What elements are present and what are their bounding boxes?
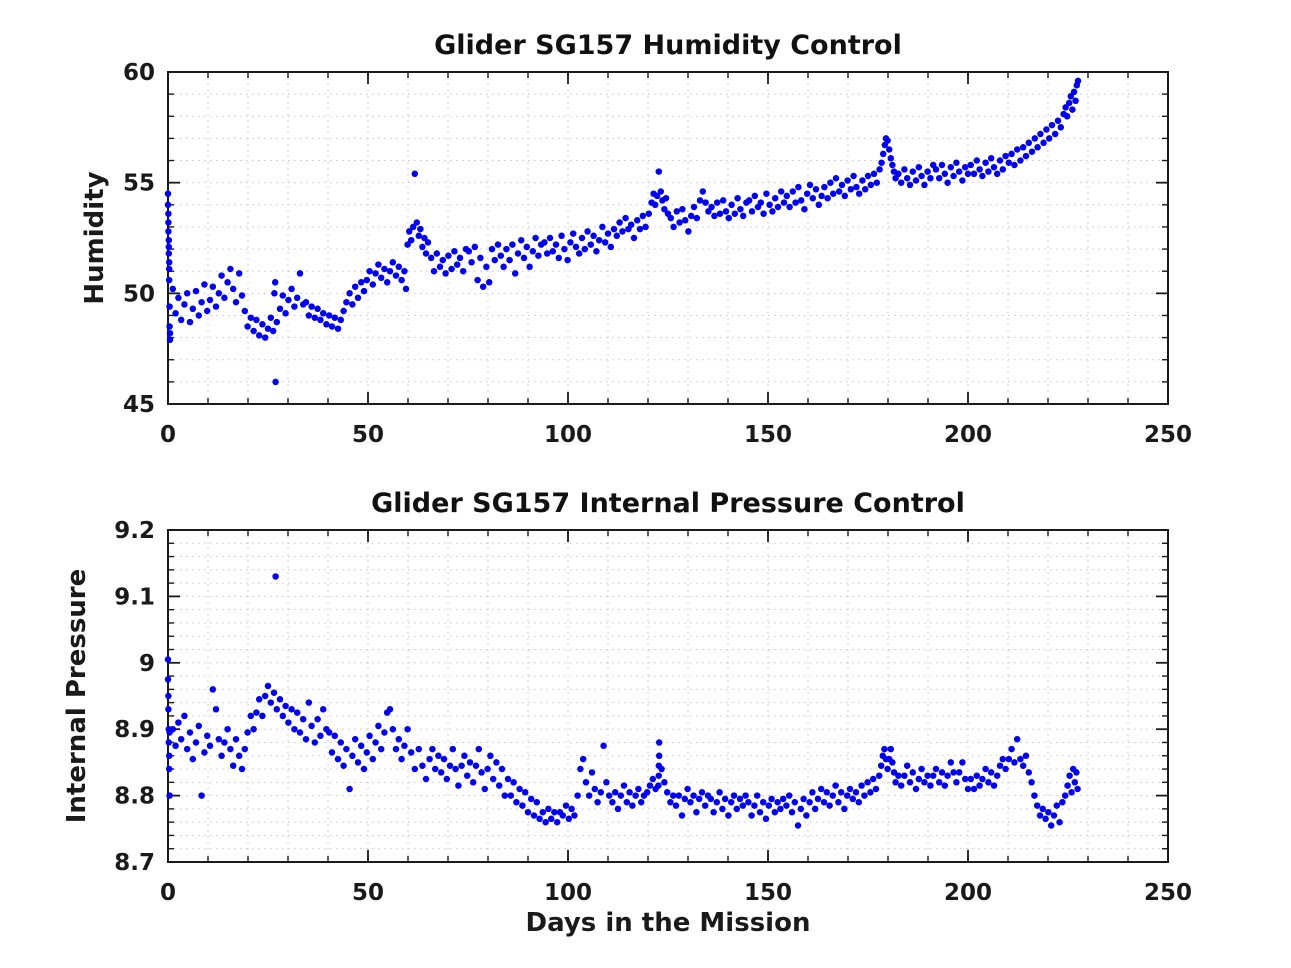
y-tick-label: 8.8 bbox=[114, 784, 155, 810]
x-tick-label: 100 bbox=[544, 422, 592, 448]
humidity-y-axis-label: Humidity bbox=[80, 171, 110, 305]
grid bbox=[168, 530, 1168, 862]
x-tick-label: 200 bbox=[944, 422, 992, 448]
humidity-plot: 0 50 100 150 200 250 45 50 55 60 bbox=[123, 60, 1192, 448]
axes-box bbox=[167, 529, 1169, 863]
y-tick-label: 9.2 bbox=[114, 518, 155, 544]
axis-ticks bbox=[167, 529, 1169, 863]
y-tick-label: 8.7 bbox=[114, 850, 155, 876]
x-tick-label: 150 bbox=[744, 422, 792, 448]
tick-labels: 0 50 100 150 200 250 45 50 55 60 bbox=[123, 60, 1192, 448]
scatter-points bbox=[164, 77, 1082, 386]
y-tick-label: 9 bbox=[139, 651, 155, 677]
x-tick-label: 200 bbox=[944, 880, 992, 906]
x-tick-label: 50 bbox=[352, 880, 384, 906]
tick-labels: 0 50 100 150 200 250 8.7 8.8 8.9 9 9.1 9.2 bbox=[114, 518, 1192, 906]
y-tick-label: 50 bbox=[123, 281, 155, 307]
x-tick-label: 0 bbox=[160, 880, 176, 906]
x-tick-label: 100 bbox=[544, 880, 592, 906]
scatter-points bbox=[164, 573, 1081, 829]
pressure-plot: 0 50 100 150 200 250 8.7 8.8 8.9 9 9.1 9.2 bbox=[114, 518, 1192, 906]
pressure-plot-title: Glider SG157 Internal Pressure Control bbox=[371, 488, 965, 519]
y-tick-label: 60 bbox=[123, 60, 155, 86]
x-tick-label: 250 bbox=[1144, 422, 1192, 448]
x-tick-label: 250 bbox=[1144, 880, 1192, 906]
axis-major-ticks bbox=[167, 71, 1169, 405]
axis-ticks bbox=[167, 71, 1169, 405]
y-tick-label: 8.9 bbox=[114, 717, 155, 743]
y-tick-label: 9.1 bbox=[114, 584, 155, 610]
x-tick-label: 50 bbox=[352, 422, 384, 448]
x-tick-label: 0 bbox=[160, 422, 176, 448]
x-tick-label: 150 bbox=[744, 880, 792, 906]
y-tick-label: 55 bbox=[123, 171, 155, 197]
axis-major-ticks bbox=[167, 529, 1169, 863]
axes-box bbox=[167, 71, 1169, 405]
pressure-y-axis-label: Internal Pressure bbox=[62, 568, 92, 824]
y-tick-label: 45 bbox=[123, 392, 155, 418]
x-axis-label: Days in the Mission bbox=[525, 908, 811, 938]
humidity-plot-title: Glider SG157 Humidity Control bbox=[434, 30, 902, 61]
grid bbox=[168, 72, 1168, 404]
